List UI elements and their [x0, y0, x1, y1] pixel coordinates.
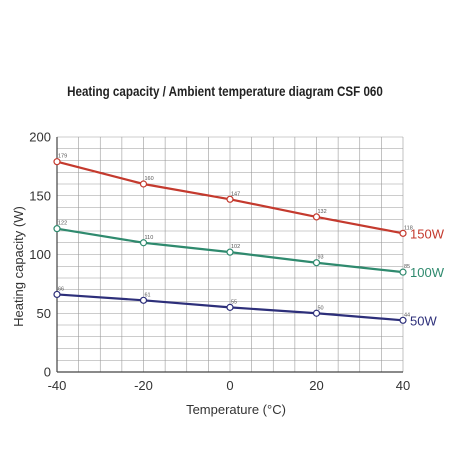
x-tick-label: 0 — [226, 378, 233, 393]
data-point — [139, 180, 148, 188]
data-label: 102 — [231, 244, 240, 250]
x-axis-label: Temperature (°C) — [186, 402, 286, 417]
data-point — [139, 296, 148, 304]
data-label: 93 — [318, 255, 324, 261]
x-tick-label: -40 — [48, 378, 67, 393]
data-label: 132 — [318, 209, 327, 215]
data-label: 147 — [231, 191, 240, 197]
data-point — [399, 268, 407, 276]
chart-title: Heating capacity / Ambient temperature d… — [67, 84, 383, 99]
data-label: 44 — [404, 312, 410, 318]
data-point — [226, 195, 234, 203]
data-point — [226, 303, 234, 311]
series-50W: 66 61 55 50 44 50W — [53, 286, 437, 328]
x-tick-label: -20 — [134, 378, 153, 393]
data-point — [53, 290, 61, 299]
legend-label: 100W — [410, 265, 445, 280]
axes: 0 50 100 150 200 -40 -20 0 20 40 — [29, 130, 410, 394]
data-point — [226, 248, 234, 256]
data-label: 179 — [58, 154, 67, 160]
data-point — [53, 158, 61, 166]
data-label: 66 — [58, 286, 64, 292]
data-point — [139, 239, 148, 247]
data-point — [312, 309, 321, 317]
data-point — [312, 259, 321, 267]
y-axis-label: Heating capacity (W) — [11, 206, 26, 327]
x-tick-label: 20 — [309, 378, 323, 393]
y-tick-label: 200 — [29, 130, 51, 145]
data-point — [53, 225, 61, 233]
legend-label: 150W — [410, 226, 445, 241]
data-label: 50 — [318, 305, 324, 311]
data-label: 118 — [404, 225, 413, 231]
data-label: 110 — [145, 235, 154, 241]
data-label: 61 — [145, 292, 151, 298]
y-tick-label: 100 — [29, 247, 51, 262]
data-point — [399, 229, 407, 237]
series-100W: 122 110 102 93 85 100W — [53, 221, 445, 280]
y-tick-label: 150 — [29, 188, 51, 203]
data-point — [312, 213, 321, 221]
data-label: 55 — [231, 299, 237, 305]
data-point — [399, 316, 407, 324]
data-label: 122 — [58, 221, 67, 227]
y-tick-label: 0 — [44, 365, 51, 380]
x-tick-label: 40 — [396, 378, 410, 393]
y-tick-label: 50 — [37, 306, 51, 321]
data-label: 160 — [145, 176, 154, 182]
legend-label: 50W — [410, 313, 437, 328]
data-label: 85 — [404, 264, 410, 270]
